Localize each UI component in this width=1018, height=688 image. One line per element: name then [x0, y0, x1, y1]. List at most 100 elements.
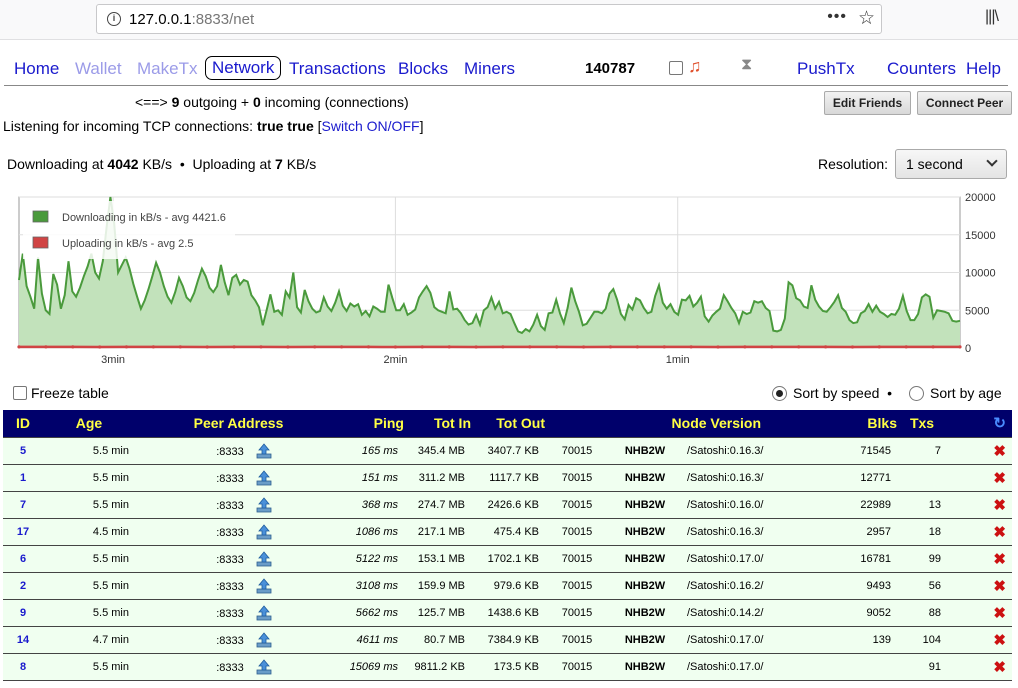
table-row[interactable]: 1 5.5 min:8333 151 ms 311.2 MB 1117.7 KB 700…: [3, 463, 1012, 492]
freeze-table-control[interactable]: Freeze table: [13, 385, 109, 401]
nav-home[interactable]: Home: [14, 59, 60, 78]
cell-addr: :8333: [135, 490, 342, 519]
cell-ping: 165 ms: [342, 436, 404, 465]
upload-arrow-icon[interactable]: [256, 550, 272, 567]
bookmark-star-icon[interactable]: ☆: [857, 8, 875, 29]
delete-x-icon[interactable]: ✖: [993, 523, 1006, 541]
table-row[interactable]: 7 5.5 min:8333 368 ms 274.7 MB 2426.6 KB 700…: [3, 490, 1012, 519]
cell-age: 5.5 min: [43, 463, 135, 492]
col-id[interactable]: ID: [3, 410, 43, 437]
cell-delete: ✖: [947, 490, 1012, 519]
sort-speed-radio[interactable]: [772, 386, 787, 401]
delete-x-icon[interactable]: ✖: [993, 604, 1006, 622]
cell-id[interactable]: 8: [3, 652, 43, 681]
delete-x-icon[interactable]: ✖: [993, 577, 1006, 595]
cell-addr: :8333: [135, 544, 342, 573]
cell-id[interactable]: 2: [3, 571, 43, 600]
nav-network[interactable]: Network: [205, 56, 282, 80]
upload-arrow-icon[interactable]: [256, 604, 272, 621]
cell-id[interactable]: 1: [3, 463, 43, 492]
upload-arrow-icon[interactable]: [256, 577, 272, 594]
page-actions-menu-icon[interactable]: •••: [827, 8, 847, 25]
speed-separator: •: [179, 156, 185, 172]
cell-tot-in: 345.4 MB: [404, 436, 471, 465]
col-peer-address[interactable]: Peer Address: [135, 410, 342, 437]
refresh-icon[interactable]: ↻: [993, 415, 1006, 433]
upload-arrow-icon[interactable]: [256, 496, 272, 513]
cell-age: 5.5 min: [43, 598, 135, 627]
chart-xtick-label: 1min: [666, 354, 690, 366]
table-row[interactable]: 9 5.5 min:8333 5662 ms 125.7 MB 1438.6 KB 70…: [3, 598, 1012, 627]
cell-id[interactable]: 6: [3, 544, 43, 573]
col-tot-in[interactable]: Tot In: [404, 410, 471, 437]
resolution-select[interactable]: 1 second: [895, 149, 1007, 179]
nav-wallet[interactable]: Wallet: [75, 59, 122, 78]
music-note-icon: ♫: [688, 56, 702, 76]
connection-summary: <==> 9 outgoing + 0 incoming (connection…: [135, 94, 409, 110]
delete-x-icon[interactable]: ✖: [993, 496, 1006, 514]
nav-miners[interactable]: Miners: [464, 59, 516, 78]
col-ping[interactable]: Ping: [342, 410, 404, 437]
cell-id[interactable]: 14: [3, 625, 43, 654]
table-row[interactable]: 6 5.5 min:8333 5122 ms 153.1 MB 1702.1 KB 70…: [3, 544, 1012, 573]
chart-legend-swatch: [32, 236, 49, 249]
table-row[interactable]: 17 4.5 min:8333 1086 ms 217.1 MB 475.4 KB 70…: [3, 517, 1012, 546]
nav-pushtx[interactable]: PushTx: [797, 59, 855, 78]
delete-x-icon[interactable]: ✖: [993, 442, 1006, 460]
col-tot-out[interactable]: Tot Out: [471, 410, 545, 437]
chart-ytick-label: 0: [965, 343, 971, 355]
sort-by-speed-option[interactable]: Sort by speed •: [772, 385, 892, 401]
col-node-version[interactable]: Node Version: [545, 410, 801, 437]
table-header-row: ID Age Peer Address Ping Tot In Tot Out …: [3, 410, 1012, 437]
cell-blks: 2957: [801, 517, 897, 546]
delete-x-icon[interactable]: ✖: [993, 469, 1006, 487]
cell-agent: /Satoshi:0.17.0/: [681, 652, 801, 681]
table-row[interactable]: 8 5.5 min:8333 15069 ms 9811.2 KB 173.5 KB 7…: [3, 652, 1012, 681]
cell-id[interactable]: 9: [3, 598, 43, 627]
cell-id[interactable]: 7: [3, 490, 43, 519]
upload-arrow-icon[interactable]: [256, 469, 272, 486]
sound-checkbox[interactable]: [669, 61, 683, 75]
cell-tot-out: 475.4 KB: [471, 517, 545, 546]
delete-x-icon[interactable]: ✖: [993, 550, 1006, 568]
cell-svc: NHB2W: [609, 598, 681, 627]
cell-svc: NHB2W: [609, 436, 681, 465]
table-row[interactable]: 5 5.5 min:8333 165 ms 345.4 MB 3407.7 KB 700…: [3, 436, 1012, 465]
cell-id[interactable]: 17: [3, 517, 43, 546]
cell-svc: NHB2W: [609, 625, 681, 654]
connect-peer-button[interactable]: Connect Peer: [917, 91, 1012, 115]
nav-counters[interactable]: Counters: [887, 59, 956, 78]
table-row[interactable]: 2 5.5 min:8333 3108 ms 159.9 MB 979.6 KB 700…: [3, 571, 1012, 600]
upload-series-point: [743, 345, 747, 349]
cell-svc: NHB2W: [609, 544, 681, 573]
table-row[interactable]: 14 4.7 min:8333 4611 ms 80.7 MB 7384.9 KB 70…: [3, 625, 1012, 654]
edit-friends-button[interactable]: Edit Friends: [824, 91, 911, 115]
upload-unit: KB/s: [286, 156, 317, 172]
url-text[interactable]: 127.0.0.1:8833/net: [129, 11, 254, 28]
info-icon[interactable]: i: [107, 12, 121, 26]
upload-arrow-icon[interactable]: [256, 442, 272, 459]
col-age[interactable]: Age: [43, 410, 135, 437]
upload-arrow-icon[interactable]: [256, 631, 272, 648]
nav-blocks[interactable]: Blocks: [398, 59, 449, 78]
freeze-table-checkbox[interactable]: [13, 386, 27, 400]
col-refresh[interactable]: ↻: [947, 410, 1012, 437]
cell-txs: 13: [897, 490, 947, 519]
col-txs[interactable]: Txs: [897, 410, 947, 437]
delete-x-icon[interactable]: ✖: [993, 658, 1006, 676]
upload-arrow-icon[interactable]: [256, 658, 272, 675]
address-bar[interactable]: i 127.0.0.1:8833/net ••• ☆: [96, 4, 882, 34]
delete-x-icon[interactable]: ✖: [993, 631, 1006, 649]
col-blks[interactable]: Blks: [801, 410, 897, 437]
switch-onoff-link[interactable]: Switch ON/OFF: [321, 118, 420, 134]
cell-ping: 368 ms: [342, 490, 404, 519]
nav-transactions[interactable]: Transactions: [289, 59, 386, 78]
nav-maketx[interactable]: MakeTx: [137, 59, 198, 78]
library-icon[interactable]: |||\: [985, 8, 999, 25]
cell-delete: ✖: [947, 625, 1012, 654]
sort-age-radio[interactable]: [909, 386, 924, 401]
upload-arrow-icon[interactable]: [256, 523, 272, 540]
sort-by-age-option[interactable]: Sort by age: [909, 385, 1002, 401]
cell-id[interactable]: 5: [3, 436, 43, 465]
nav-help[interactable]: Help: [966, 59, 1001, 78]
